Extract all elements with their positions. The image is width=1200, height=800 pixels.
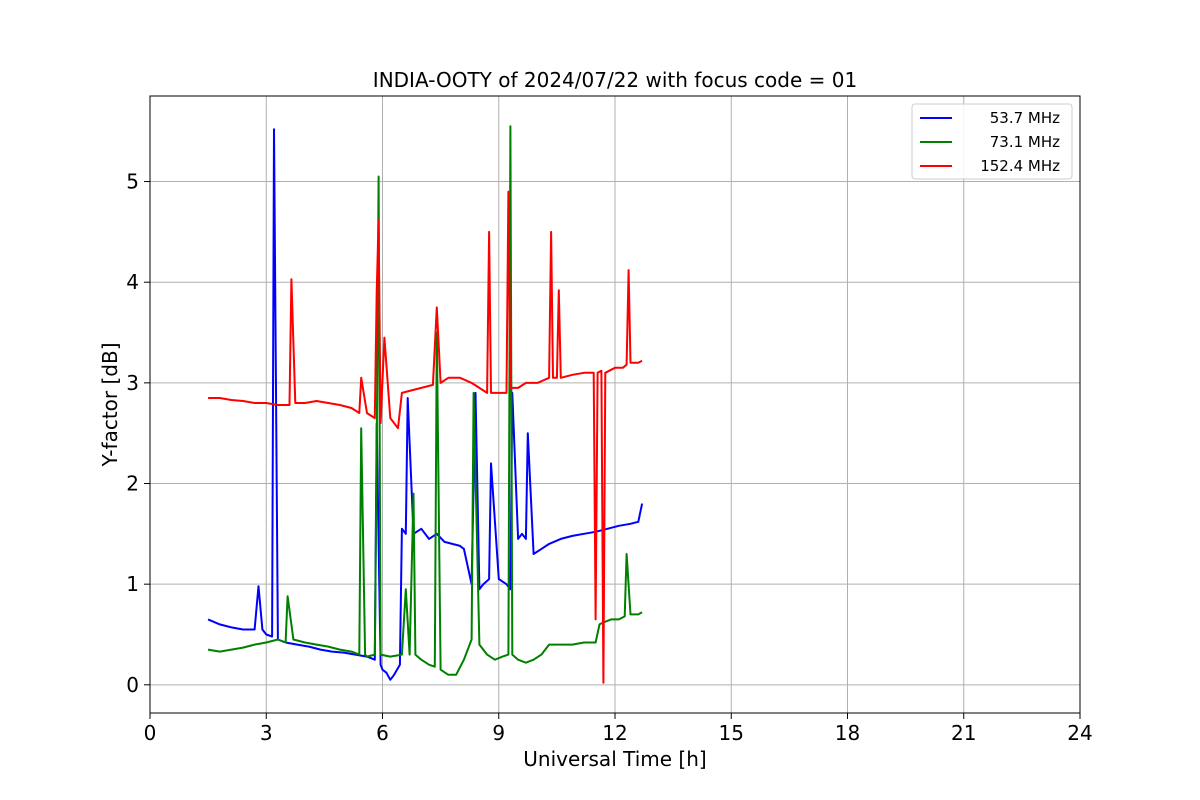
x-tick-label: 9 [492,721,505,745]
series-line-152-4-mhz [208,190,643,684]
series-line-73-1-mhz [207,125,643,676]
legend-label: 73.1 MHz [990,133,1060,151]
legend-label: 53.7 MHz [990,109,1060,127]
y-tick-label: 3 [126,371,139,395]
legend: 53.7 MHz 73.1 MHz 152.4 MHz [911,103,1073,180]
y-tick-label: 2 [126,472,139,496]
x-tick-label: 21 [951,721,976,745]
y-axis-label: Y-factor [dB] [98,342,122,467]
x-axis-label: Universal Time [h] [523,747,706,771]
chart-title: INDIA-OOTY of 2024/07/22 with focus code… [373,68,857,92]
legend-label: 152.4 MHz [980,157,1060,175]
legend-box [911,103,1073,180]
x-tick-label: 18 [835,721,860,745]
y-tick-label: 1 [126,572,139,596]
series-layer [207,125,644,684]
x-tick-label: 15 [719,721,744,745]
x-tick-label: 6 [376,721,389,745]
y-tick-label: 0 [126,673,139,697]
x-tick-label: 3 [260,721,273,745]
y-tick-label: 4 [126,270,139,294]
x-tick-label: 0 [144,721,157,745]
x-tick-label: 24 [1067,721,1092,745]
x-tick-label: 12 [602,721,627,745]
y-tick-label: 5 [126,170,139,194]
